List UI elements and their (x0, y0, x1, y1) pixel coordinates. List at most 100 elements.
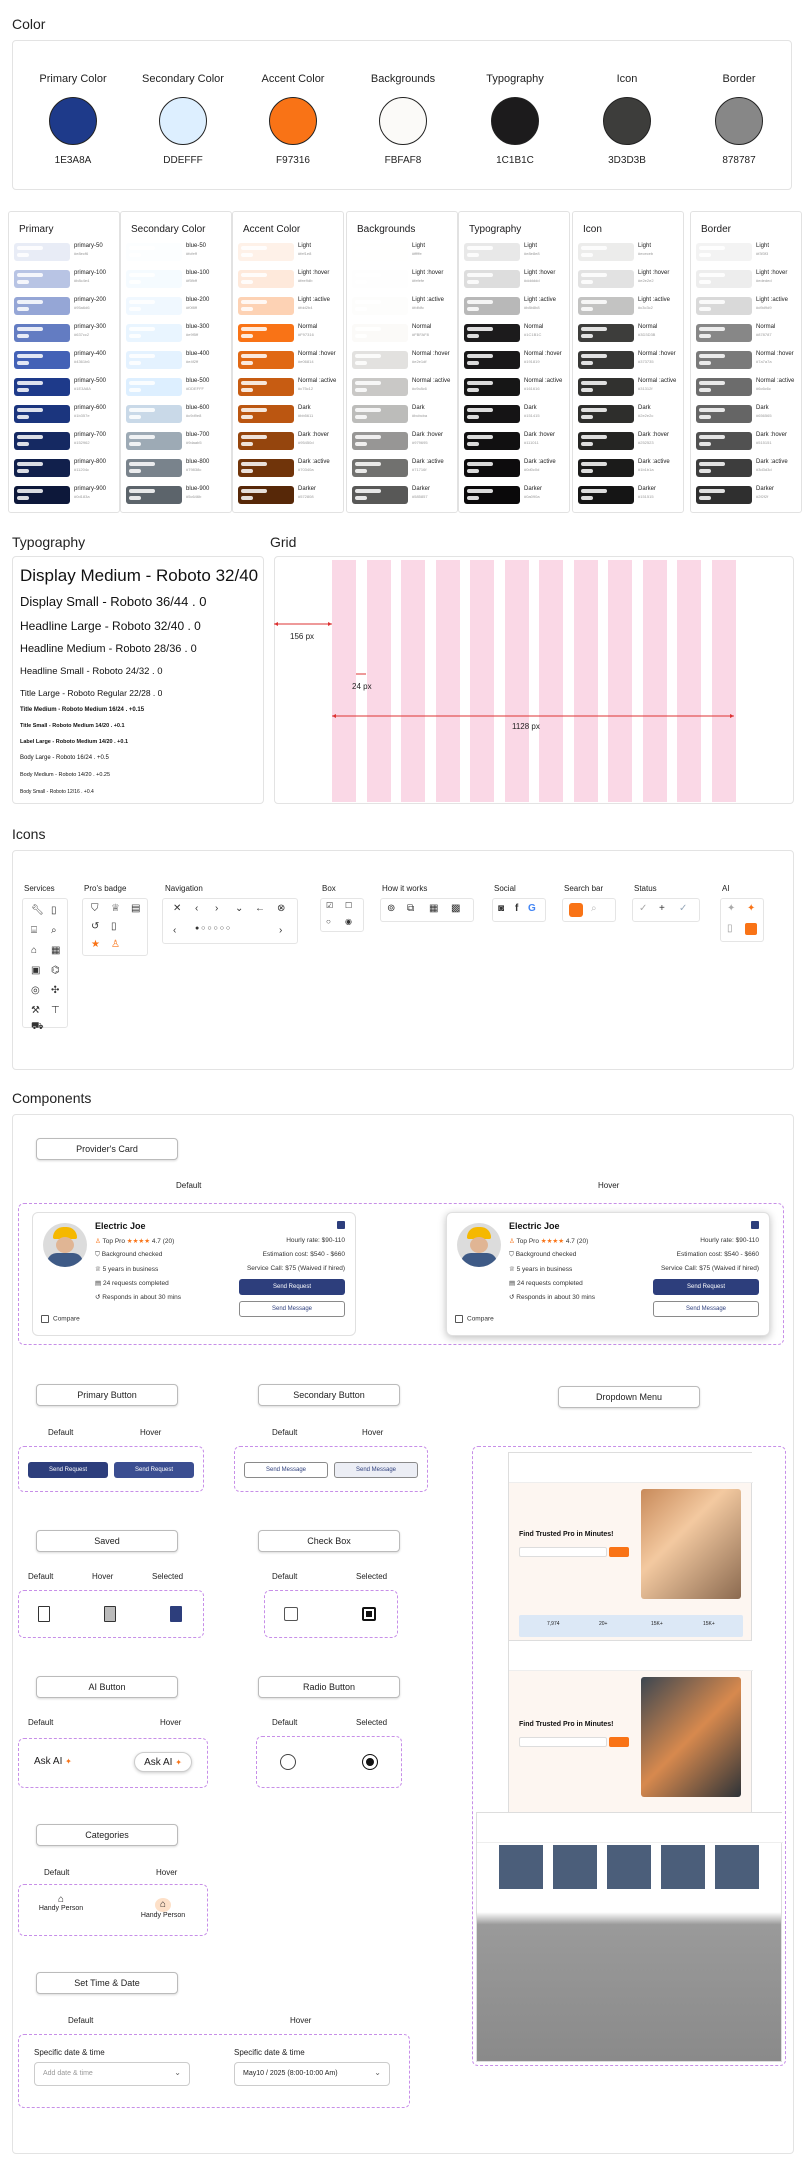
palette-chip (14, 486, 70, 504)
chevron-down-hover-icon: ⌄ (374, 2068, 381, 2077)
palette-chip (696, 297, 752, 315)
card-send-request-button[interactable]: Send Request (239, 1279, 345, 1295)
palette-row: blue-300 #e9f5ff (126, 323, 229, 343)
palette-chip (238, 324, 294, 342)
palette-title: Primary (19, 224, 54, 235)
bookmark-selected-icon[interactable] (170, 1606, 182, 1622)
calendar-icon: ▦ (429, 903, 439, 914)
secondary-button-frame (234, 1446, 428, 1492)
palette-row: Light :active #b8b8b8 (464, 296, 567, 316)
google-icon: G (528, 903, 536, 914)
bookmark-hover-icon[interactable] (104, 1606, 116, 1622)
send-message-button[interactable]: Send Message (244, 1462, 328, 1478)
palette-hex: #0d0c0d (524, 467, 540, 472)
radio-selected[interactable] (362, 1754, 378, 1770)
provider-card-hover[interactable]: Electric Joe ♙ Top Pro ★★★★ 4.7 (20) ⛉ Bac… (446, 1212, 770, 1336)
palette-label: Normal :active (638, 378, 677, 384)
card-send-message-button[interactable]: Send Message (239, 1301, 345, 1317)
palette-hex: #e2e2e2 (638, 278, 654, 283)
palette-row: blue-50 #fcfeff (126, 242, 229, 262)
palette-hex: #95a6d6 (74, 305, 90, 310)
provider-name: Electric Joe (509, 1221, 560, 1231)
instagram-icon: ◙ (498, 903, 505, 914)
sparkle-icon: ✦ (727, 903, 736, 914)
palette-hex: #2e2e2c (638, 413, 654, 418)
palette-label: Light :hover (524, 270, 556, 276)
navigation-icon-box: ✕ ‹ › ⌄ ← ⊗ ‹ ● ○ ○ ○ ○ ○ › (162, 898, 298, 944)
radio-selected-label: Selected (356, 1718, 388, 1727)
palette-chip (464, 324, 520, 342)
compare-icon: ⧉ (407, 903, 415, 914)
palette-row: Dark :hover #111011 (464, 431, 567, 451)
saved-default-label: Default (28, 1572, 54, 1581)
palette-row: Normal #3D3D3B (578, 323, 681, 343)
palette-row: Light :active #d9d9d9 (696, 296, 799, 316)
palette-row: Darker #572808 (238, 485, 341, 505)
saved-frame (18, 1590, 204, 1638)
date-time-field-hover[interactable]: May10 / 2025 (8:00-10:00 Am) ⌄ (234, 2062, 390, 2086)
category-handy-person-hover[interactable]: ⌂ Handy Person (136, 1894, 190, 1928)
palette-hex: #fee9db (298, 278, 313, 283)
palette-row: blue-100 #f5fbff (126, 269, 229, 289)
grid-column (401, 560, 425, 802)
palette-chip (578, 486, 634, 504)
typo-title-small: Title Small - Roboto Medium 14/20 . +0.1 (20, 723, 125, 729)
mock-search-button-2[interactable] (609, 1737, 629, 1747)
radio-default[interactable] (280, 1754, 296, 1770)
palette-hex: #b8c4e4 (74, 278, 90, 283)
typo-display-small: Display Small - Roboto 36/44 . 0 (20, 594, 207, 609)
checkbox-default[interactable] (284, 1607, 298, 1621)
palette-hex: #f0f8ff (186, 305, 198, 310)
send-message-button-hover[interactable]: Send Message (334, 1462, 418, 1478)
secondary-hover-label: Hover (362, 1428, 384, 1437)
mock-search-field[interactable] (519, 1547, 607, 1557)
checkbox-selected[interactable] (362, 1607, 376, 1621)
bookmark-icon[interactable] (38, 1606, 50, 1622)
grid-column (470, 560, 494, 802)
palette-label: Dark (412, 405, 425, 411)
palette-label: Light :active (638, 297, 671, 303)
date-time-field-default[interactable]: Add date & time ⌄ (34, 2062, 190, 2086)
swatch-circle (49, 97, 97, 145)
compare-checkbox[interactable]: Compare (41, 1315, 80, 1323)
mock-search-button[interactable] (609, 1547, 629, 1557)
mock-search-field-2[interactable] (519, 1737, 607, 1747)
send-request-button[interactable]: Send Request (28, 1462, 108, 1478)
ask-ai-button-hover[interactable]: Ask AI ✦ (134, 1752, 192, 1772)
provider-card-default[interactable]: Electric Joe ♙ Top Pro ★★★★ 4.7 (20) ⛉ Bac… (32, 1212, 356, 1336)
palette-row: Light :active #fdd2b4 (238, 296, 341, 316)
palette-label: primary-300 (74, 324, 107, 330)
palette-row: Dark :hover #515151 (696, 431, 799, 451)
ai-sparkle-hover-icon: ✦ (175, 1758, 182, 1767)
card-send-message-button[interactable]: Send Message (653, 1301, 759, 1317)
palette-label: Light :hover (756, 270, 788, 276)
dropdown-mock-2: Find Trusted Pro in Minutes! (508, 1640, 753, 1824)
palette-row: Normal :hover #191819 (464, 350, 567, 370)
select-checkbox[interactable] (751, 1221, 759, 1229)
palette-row: Light :hover #fefefe (352, 269, 455, 289)
palette-label: Normal (298, 324, 318, 330)
palette-chip (464, 351, 520, 369)
palette-row: Light :hover #e2e2e2 (578, 269, 681, 289)
palette-row: primary-400 #4361b6 (14, 350, 117, 370)
card-send-request-button[interactable]: Send Request (653, 1279, 759, 1295)
palette-row: primary-600 #1b357e (14, 404, 117, 424)
palette-hex: #95450d (298, 440, 314, 445)
send-request-button-hover[interactable]: Send Request (114, 1462, 194, 1478)
compare-checkbox[interactable]: Compare (455, 1315, 494, 1323)
ask-ai-button[interactable]: Ask AI ✦ (34, 1752, 94, 1772)
swatch-hex: 878787 (722, 155, 756, 166)
top-pro-badge: ♙ Top Pro ★★★★ 4.7 (20) (95, 1238, 175, 1245)
response-time: ↺ Responds in about 30 mins (509, 1294, 596, 1301)
palette-row: Darker #151515 (578, 485, 681, 505)
palette-row: Dark :active #70340a (238, 458, 341, 478)
palette-label: blue-50 (186, 243, 207, 249)
palette-row: Light :hover #fee9db (238, 269, 341, 289)
color-swatch-panel: Primary Color 1E3A8A Secondary Color DDEFFF… (12, 40, 792, 190)
select-checkbox[interactable] (337, 1221, 345, 1229)
response-time: ↺ Responds in about 30 mins (95, 1294, 182, 1301)
typo-label-large: Label Large - Roboto Medium 14/20 . +0.1 (20, 739, 129, 745)
components-section-title: Components (12, 1090, 92, 1106)
search-person-icon: ⊚ (387, 903, 396, 914)
category-handy-person[interactable]: ⌂ Handy Person (36, 1894, 86, 1928)
